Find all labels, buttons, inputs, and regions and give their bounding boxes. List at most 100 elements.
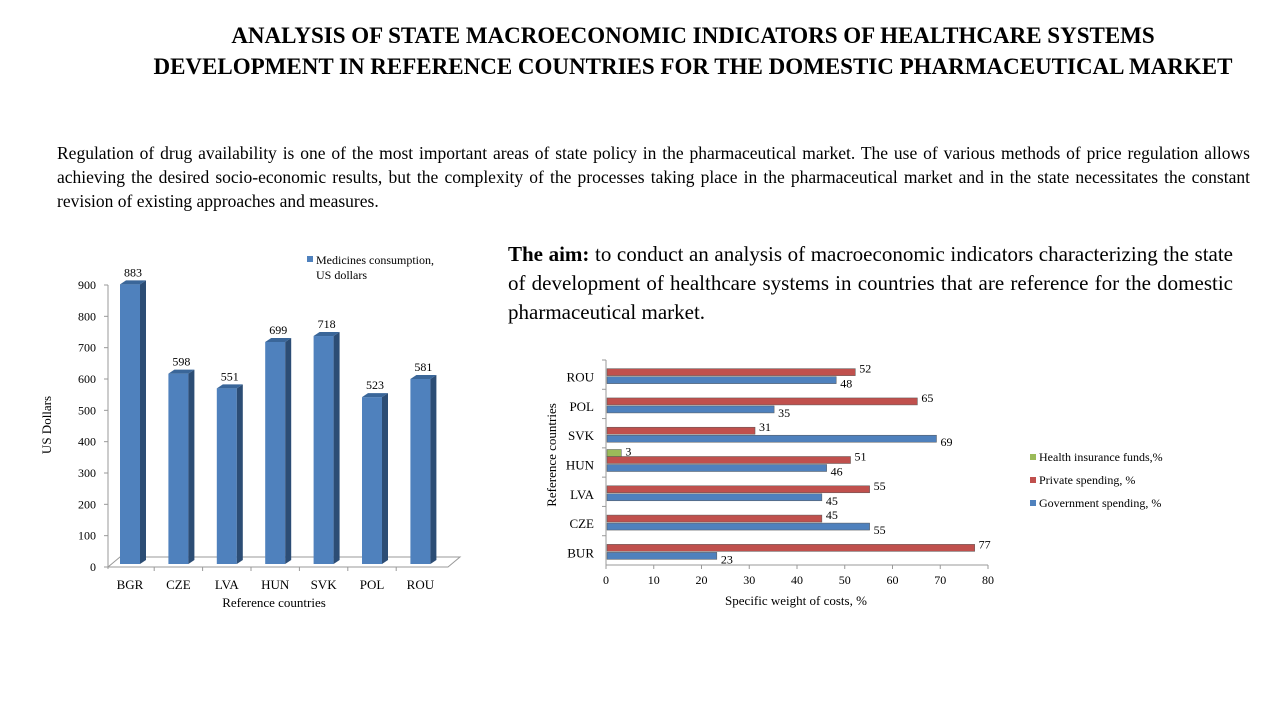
x-tick-label: 70 xyxy=(934,573,946,587)
data-label: 551 xyxy=(221,369,239,383)
x-tick-label: BGR xyxy=(117,577,144,592)
y-axis-label: US Dollars xyxy=(39,396,54,454)
data-label: 23 xyxy=(721,552,733,566)
data-label: 45 xyxy=(826,508,838,522)
data-label: 3 xyxy=(625,445,631,459)
y-tick-label: BUR xyxy=(567,545,594,560)
data-label: 699 xyxy=(269,323,287,337)
x-tick-label: POL xyxy=(360,577,385,592)
data-label: 51 xyxy=(855,450,867,464)
x-tick-label: 40 xyxy=(791,573,803,587)
bar-top xyxy=(216,384,243,389)
bar-pol-s1 xyxy=(606,397,918,406)
x-tick-label: 10 xyxy=(648,573,660,587)
bar-top xyxy=(120,280,146,285)
bar-lva-s1 xyxy=(606,485,870,494)
y-tick-label: 200 xyxy=(78,497,96,511)
data-label: 65 xyxy=(921,391,933,405)
bar-cze-s1 xyxy=(606,514,823,523)
bar-cze xyxy=(168,373,189,564)
legend-label: Government spending, % xyxy=(1039,496,1161,510)
x-tick-label: ROU xyxy=(407,577,435,592)
bar-svk xyxy=(313,336,334,564)
legend-label: Health insurance funds,% xyxy=(1039,450,1163,464)
legend-swatch xyxy=(307,256,313,262)
y-tick-label: ROU xyxy=(567,370,595,385)
data-label: 69 xyxy=(940,435,952,449)
data-label: 581 xyxy=(414,360,432,374)
x-tick-label: CZE xyxy=(166,577,191,592)
x-tick-label: HUN xyxy=(261,577,290,592)
bar-rou-s1 xyxy=(606,368,856,376)
data-label: 52 xyxy=(859,362,871,376)
y-tick-label: SVK xyxy=(568,428,595,443)
bar-side xyxy=(430,374,437,564)
x-tick-label: 30 xyxy=(743,573,755,587)
y-tick-label: 0 xyxy=(90,560,96,574)
y-axis-label: Reference countries xyxy=(544,403,559,507)
data-label: 31 xyxy=(759,420,771,434)
bar-top xyxy=(313,332,340,337)
bar-bgr xyxy=(120,284,140,564)
y-tick-label: HUN xyxy=(566,458,595,473)
bar-lva xyxy=(216,388,237,564)
bar-rou xyxy=(410,378,431,564)
y-tick-label: 300 xyxy=(78,466,96,480)
legend-label: Private spending, % xyxy=(1039,473,1135,487)
bar-side xyxy=(188,369,195,564)
bar-side xyxy=(285,337,292,564)
bar-side xyxy=(333,332,340,564)
x-axis-label: Reference countries xyxy=(222,595,326,610)
y-tick-label: 800 xyxy=(78,309,96,323)
legend-swatch xyxy=(1030,454,1036,460)
y-tick-label: 400 xyxy=(78,435,96,449)
y-tick-label: 600 xyxy=(78,372,96,386)
y-tick-label: 900 xyxy=(78,278,96,292)
y-tick-label: 700 xyxy=(78,341,96,355)
bar-bur-s0 xyxy=(606,552,718,560)
legend-label-cont: US dollars xyxy=(316,268,367,282)
x-tick-label: 50 xyxy=(839,573,851,587)
slide-title: ANALYSIS OF STATE MACROECONOMIC INDICATO… xyxy=(153,23,1233,79)
bar-bur-s1 xyxy=(606,544,975,552)
y-tick-label: 500 xyxy=(78,403,96,417)
x-tick-label: 0 xyxy=(603,573,609,587)
data-label: 598 xyxy=(172,355,190,369)
data-label: 523 xyxy=(366,378,384,392)
data-label: 883 xyxy=(124,265,142,279)
data-label: 718 xyxy=(318,317,336,331)
data-label: 77 xyxy=(979,537,991,551)
bar-top xyxy=(410,374,437,379)
bar-top xyxy=(168,369,195,374)
data-label: 55 xyxy=(874,479,886,493)
x-axis-label: Specific weight of costs, % xyxy=(725,593,867,608)
bar-svk-s1 xyxy=(606,426,756,435)
bar-pol-s0 xyxy=(606,405,775,414)
bar-side xyxy=(382,393,388,564)
bar-hun-s0 xyxy=(606,464,827,472)
bar-lva-s0 xyxy=(606,493,823,502)
y-tick-label: LVA xyxy=(570,487,594,502)
aim-text: to conduct an analysis of macroeconomic … xyxy=(508,242,1234,324)
bar-svk-s0 xyxy=(606,434,937,443)
y-tick-label: 100 xyxy=(78,529,96,543)
y-tick-label: CZE xyxy=(569,516,594,531)
bar-cze-s0 xyxy=(606,522,870,531)
bar-side xyxy=(140,280,146,564)
data-label: 45 xyxy=(826,494,838,508)
data-label: 48 xyxy=(840,377,852,391)
legend-swatch xyxy=(1030,477,1036,483)
x-tick-label: LVA xyxy=(215,577,239,592)
bar-hun-s1 xyxy=(606,456,851,464)
y-tick-label: POL xyxy=(569,399,594,414)
bar-hun-s2 xyxy=(606,449,622,457)
legend-swatch xyxy=(1030,500,1036,506)
x-tick-label: 20 xyxy=(696,573,708,587)
data-label: 55 xyxy=(874,523,886,537)
aim-label: The aim: xyxy=(508,242,590,266)
legend-label: Medicines consumption, xyxy=(316,253,434,267)
bar-top xyxy=(265,337,292,342)
aim-paragraph: The aim: to conduct an analysis of macro… xyxy=(508,240,1233,327)
intro-paragraph: Regulation of drug availability is one o… xyxy=(57,143,1250,211)
